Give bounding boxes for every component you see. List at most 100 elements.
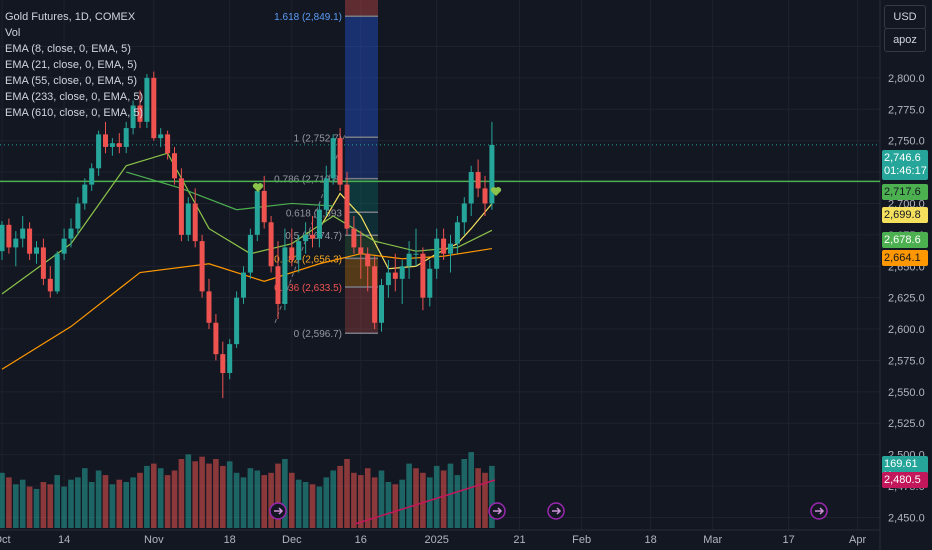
volume-bar xyxy=(364,468,371,528)
indicator-vol[interactable]: Vol xyxy=(5,27,21,39)
candle-body xyxy=(289,247,295,260)
volume-bar xyxy=(261,475,267,528)
volume-bar xyxy=(164,475,171,528)
volume-bar xyxy=(213,459,219,528)
volume-bar xyxy=(47,484,54,528)
candle-body xyxy=(34,247,39,254)
volume-bar xyxy=(330,470,336,528)
volume-bar xyxy=(302,482,309,528)
candle-body xyxy=(316,209,322,239)
volume-bar xyxy=(157,468,164,528)
volume-bar xyxy=(26,486,33,528)
candle-body xyxy=(406,253,412,267)
candle-body xyxy=(27,228,33,254)
candle-body xyxy=(323,178,329,210)
candle-body xyxy=(213,322,219,355)
volume-bar xyxy=(427,477,433,528)
volume-bar xyxy=(316,486,323,528)
candle-body xyxy=(234,297,240,345)
x-tick-label: Feb xyxy=(572,534,591,546)
event-arrow-icon xyxy=(493,507,503,515)
volume-bar xyxy=(392,484,399,528)
candle-body xyxy=(489,144,495,204)
event-arrow-icon xyxy=(552,507,562,515)
indicator-ema8[interactable]: EMA (8, close, 0, EMA, 5) xyxy=(5,43,131,55)
candle-body xyxy=(337,138,343,185)
candle-body xyxy=(75,203,81,229)
volume-bar xyxy=(102,475,109,528)
volume-bar xyxy=(447,463,454,528)
candle-body xyxy=(365,253,371,267)
volume-bar xyxy=(75,477,81,528)
ema233-price-tag: 2,480.5 xyxy=(882,472,928,488)
volume-bar xyxy=(61,486,67,528)
volume-bar xyxy=(226,461,233,528)
candle-body xyxy=(247,234,253,273)
candle-body xyxy=(40,247,46,279)
volume-bar xyxy=(344,459,350,528)
x-tick-label: 16 xyxy=(355,534,367,546)
x-tick-label: Dec xyxy=(282,534,302,546)
candle-body xyxy=(220,354,226,374)
candle-body xyxy=(372,266,378,323)
volume-bar xyxy=(482,472,488,528)
volume-bar xyxy=(116,479,123,528)
volume-bar xyxy=(123,482,129,528)
candle-body xyxy=(165,134,171,154)
ema-line xyxy=(126,171,334,211)
volume-bar xyxy=(40,482,47,528)
candle-body xyxy=(158,134,164,139)
volume-bar xyxy=(337,465,343,528)
fib-level-label: 0 (2,596.7) xyxy=(294,329,342,340)
currency-button[interactable]: USD xyxy=(884,5,926,29)
y-tick-label: 2,550.0 xyxy=(888,387,925,399)
volume-bar xyxy=(358,475,364,528)
candle-body xyxy=(6,224,12,248)
candle-body xyxy=(206,291,212,323)
candle-body xyxy=(254,190,260,235)
candle-body xyxy=(130,105,136,129)
indicator-ema55[interactable]: EMA (55, close, 0, EMA, 5) xyxy=(5,75,138,87)
candle-body xyxy=(103,134,108,147)
x-tick-label: Nov xyxy=(144,534,164,546)
candle-body xyxy=(192,203,198,242)
candle-body xyxy=(61,238,67,254)
unit-button[interactable]: apoz xyxy=(884,28,926,52)
candle-body xyxy=(434,238,440,269)
x-tick-label: Mar xyxy=(703,534,722,546)
volume-bar xyxy=(68,479,74,528)
x-tick-label: 21 xyxy=(513,534,525,546)
indicator-ema21[interactable]: EMA (21, close, 0, EMA, 5) xyxy=(5,59,138,71)
x-tick-label: 18 xyxy=(644,534,656,546)
volume-bar xyxy=(309,484,316,528)
y-tick-label: 2,800.0 xyxy=(888,73,925,85)
volume-bar xyxy=(19,479,26,528)
y-tick-label: 2,625.0 xyxy=(888,293,925,305)
heart-marker-icon xyxy=(252,183,264,192)
volume-bar xyxy=(199,456,205,528)
candle-body xyxy=(227,344,233,374)
last-price: 2,746.6 xyxy=(884,152,921,164)
ema233-volume-line xyxy=(354,479,496,525)
candle-body xyxy=(20,228,26,239)
candle-body xyxy=(303,234,309,242)
candle-body xyxy=(241,272,246,298)
candle-body xyxy=(116,143,122,147)
volume-bar xyxy=(406,463,412,528)
candle-body xyxy=(475,172,481,189)
fib-level-label: 0.618 (2,693 xyxy=(286,208,343,219)
candle-body xyxy=(185,203,191,235)
volume-bar xyxy=(399,479,405,528)
indicator-ema610[interactable]: EMA (610, close, 0, EMA, 5) xyxy=(5,107,144,119)
candle-body xyxy=(275,266,281,304)
y-tick-label: 2,775.0 xyxy=(888,104,925,116)
fib-level-label: 0.786 (2,719.8) xyxy=(274,175,342,186)
volume-bar xyxy=(295,479,302,528)
candle-body xyxy=(261,190,267,223)
candle-body xyxy=(268,222,274,267)
y-tick-label: 2,450.0 xyxy=(888,512,925,524)
volume-bar xyxy=(323,477,330,528)
indicator-ema233[interactable]: EMA (233, close, 0, EMA, 5) xyxy=(5,91,144,103)
candle-body xyxy=(178,178,184,235)
fib-zone xyxy=(345,137,378,179)
